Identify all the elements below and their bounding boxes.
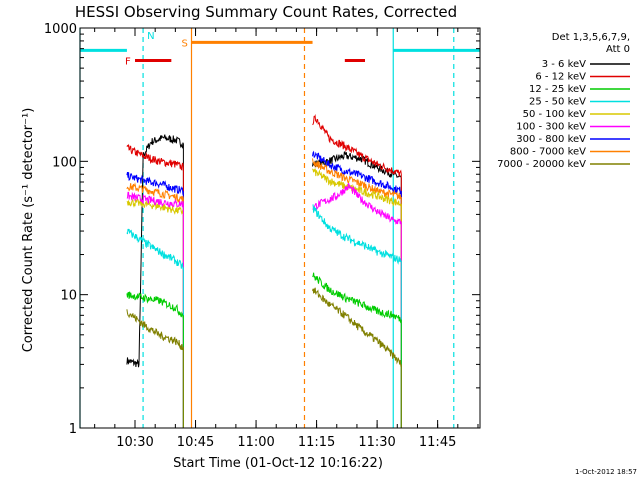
flag-label-N: N — [147, 31, 154, 42]
series-2-segment-1 — [126, 143, 184, 428]
legend-label-7: 300 - 800 keV — [516, 134, 586, 145]
legend-label-5: 50 - 100 keV — [523, 109, 587, 120]
series-5-segment-2 — [312, 168, 402, 428]
series-3-segment-1 — [126, 172, 184, 428]
series-7-segment-2 — [312, 204, 402, 428]
y-tick-label-3: 100 — [52, 155, 77, 170]
y-tick-label-2: 10 — [60, 289, 77, 304]
plot-frame — [79, 27, 481, 429]
x-tick-label-1: 10:30 — [116, 435, 153, 450]
series-8-segment-1 — [126, 291, 184, 428]
x-axis-label: Start Time (01-Oct-12 10:16:22) — [173, 456, 383, 471]
x-tick-label-6: 11:45 — [419, 435, 456, 450]
series-9-segment-1 — [126, 309, 184, 428]
legend-label-6: 100 - 300 keV — [516, 122, 586, 133]
series-6-segment-2 — [312, 182, 402, 428]
series-4-segment-1 — [126, 182, 184, 428]
series-5-segment-1 — [126, 198, 184, 428]
x-tick-label-5: 11:30 — [358, 435, 395, 450]
flag-label-F: F — [125, 57, 131, 68]
series-6-segment-1 — [126, 191, 184, 428]
series-3-segment-2 — [312, 150, 402, 428]
legend-header-1: Det 1,3,5,6,7,9, — [552, 32, 630, 43]
series-2-segment-2 — [312, 114, 402, 428]
y-tick-label-1: 1 — [69, 422, 77, 437]
flag-label-S: S — [181, 38, 187, 49]
legend-header-2: Att 0 — [606, 44, 630, 55]
series-1-segment-1 — [126, 134, 184, 428]
legend-label-9: 7000 - 20000 keV — [497, 159, 586, 170]
x-tick-label-4: 11:15 — [298, 435, 335, 450]
y-axis-label: Corrected Count Rate (s⁻¹ detector⁻¹) — [21, 108, 36, 353]
legend-label-3: 12 - 25 keV — [529, 84, 586, 95]
legend-label-8: 800 - 7000 keV — [510, 147, 586, 158]
series-9-segment-2 — [312, 287, 402, 428]
y-tick-label-4: 1000 — [44, 22, 77, 37]
legend-label-1: 3 - 6 keV — [542, 59, 586, 70]
x-tick-label-2: 10:45 — [177, 435, 214, 450]
footer-timestamp: 1-Oct-2012 18:57 — [575, 468, 637, 476]
x-tick-label-3: 11:00 — [237, 435, 274, 450]
series-8-segment-2 — [312, 272, 402, 428]
chart-title: HESSI Observing Summary Count Rates, Cor… — [75, 3, 457, 21]
series-4-segment-2 — [312, 158, 402, 428]
legend-label-4: 25 - 50 keV — [529, 97, 586, 108]
legend-label-2: 6 - 12 keV — [535, 72, 586, 83]
series-7-segment-1 — [126, 228, 184, 428]
